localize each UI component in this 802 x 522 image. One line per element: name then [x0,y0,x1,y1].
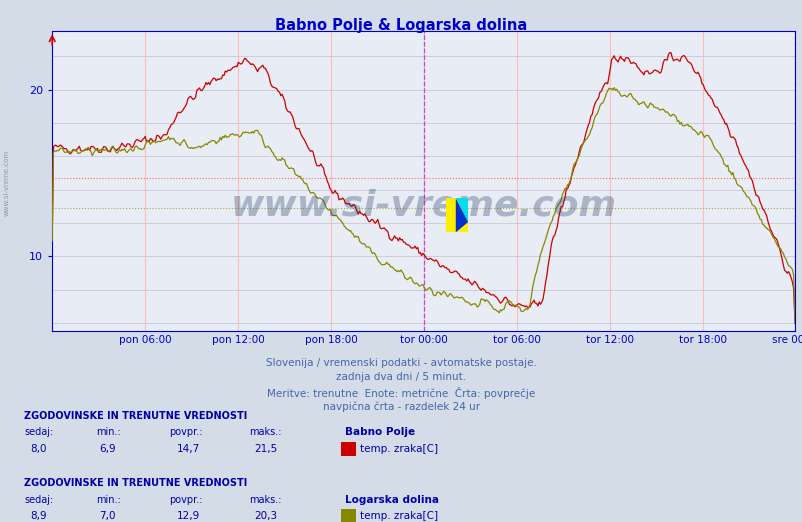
Text: 14,7: 14,7 [176,444,200,454]
Text: tor 18:00: tor 18:00 [678,335,727,345]
Text: tor 12:00: tor 12:00 [585,335,634,345]
Text: Slovenija / vremenski podatki - avtomatske postaje.: Slovenija / vremenski podatki - avtomats… [265,358,537,367]
Text: Meritve: trenutne  Enote: metrične  Črta: povprečje: Meritve: trenutne Enote: metrične Črta: … [267,387,535,399]
Text: Babno Polje: Babno Polje [345,428,415,437]
Text: ZGODOVINSKE IN TRENUTNE VREDNOSTI: ZGODOVINSKE IN TRENUTNE VREDNOSTI [24,411,247,421]
Text: sre 00:00: sre 00:00 [771,335,802,345]
Text: maks.:: maks.: [249,495,281,505]
Text: povpr.:: povpr.: [168,428,202,437]
Text: sedaj:: sedaj: [24,428,53,437]
Text: 20,3: 20,3 [254,512,277,521]
Text: temp. zraka[C]: temp. zraka[C] [359,512,437,521]
Text: pon 12:00: pon 12:00 [212,335,264,345]
Text: 8,0: 8,0 [30,444,47,454]
Text: maks.:: maks.: [249,428,281,437]
Text: ZGODOVINSKE IN TRENUTNE VREDNOSTI: ZGODOVINSKE IN TRENUTNE VREDNOSTI [24,478,247,488]
Text: min.:: min.: [96,495,121,505]
Text: navpična črta - razdelek 24 ur: navpična črta - razdelek 24 ur [322,401,480,412]
Text: min.:: min.: [96,428,121,437]
Text: tor 00:00: tor 00:00 [400,335,448,345]
Text: tor 06:00: tor 06:00 [492,335,541,345]
Text: temp. zraka[C]: temp. zraka[C] [359,444,437,454]
Text: sedaj:: sedaj: [24,495,53,505]
Text: 21,5: 21,5 [254,444,277,454]
Text: zadnja dva dni / 5 minut.: zadnja dva dni / 5 minut. [336,372,466,382]
Text: Babno Polje & Logarska dolina: Babno Polje & Logarska dolina [275,18,527,33]
Text: povpr.:: povpr.: [168,495,202,505]
Text: pon 06:00: pon 06:00 [119,335,172,345]
Text: Logarska dolina: Logarska dolina [345,495,439,505]
Polygon shape [456,198,468,232]
Text: 12,9: 12,9 [176,512,200,521]
Text: 8,9: 8,9 [30,512,47,521]
Text: www.si-vreme.com: www.si-vreme.com [230,188,616,222]
Polygon shape [456,198,468,222]
Text: pon 18:00: pon 18:00 [305,335,357,345]
Text: 6,9: 6,9 [99,444,115,454]
Text: www.si-vreme.com: www.si-vreme.com [3,150,10,216]
Text: 7,0: 7,0 [99,512,115,521]
